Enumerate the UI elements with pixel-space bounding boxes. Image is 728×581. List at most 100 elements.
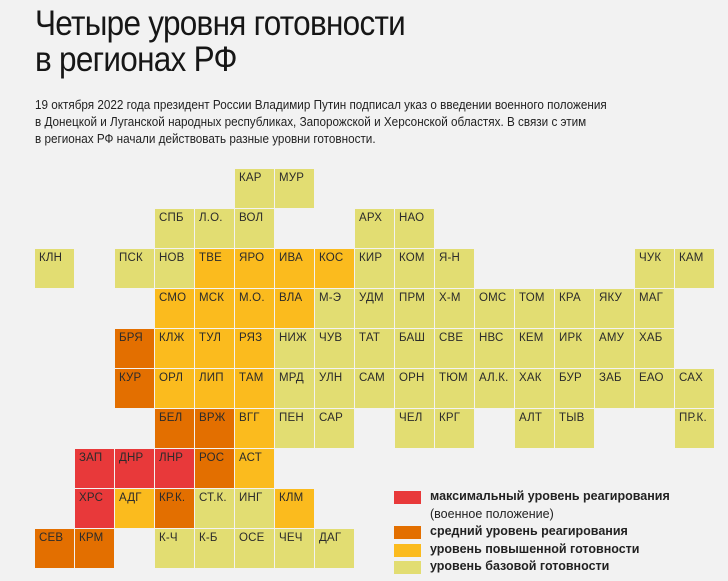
region-tile: КЛЖ [155,329,194,368]
legend-swatch [394,561,421,574]
title-line-2: в регионах РФ [35,40,238,79]
lead-paragraph: 19 октября 2022 года президент России Вл… [35,96,669,147]
legend-sublabel: (военное положение) [430,506,554,521]
region-tile: КР.К. [155,489,194,528]
legend-label: уровень базовой готовности [430,559,610,573]
region-tile: АРХ [355,209,394,248]
region-tile: К-Ч [155,529,194,568]
region-tile: ОРЛ [155,369,194,408]
region-tile: ИНГ [235,489,274,528]
region-tile: БРЯ [115,329,154,368]
legend-label: уровень повышенной готовности [430,541,640,556]
region-tile: ВГГ [235,409,274,448]
region-tile: ИВА [275,249,314,288]
region-tile: НВС [475,329,514,368]
region-tile: ЧЕЛ [395,409,434,448]
region-tile: ЧУК [635,249,674,288]
region-tile: ЕАО [635,369,674,408]
region-tile: АМУ [595,329,634,368]
region-tile: ОСЕ [235,529,274,568]
region-tile: МУР [275,169,314,208]
region-tile: ИРК [555,329,594,368]
region-tile: РОС [195,449,234,488]
region-tile: КУР [115,369,154,408]
region-tile: ТВЕ [195,249,234,288]
region-tile: АЛТ [515,409,554,448]
region-tile: ТЮМ [435,369,474,408]
region-tile: КОС [315,249,354,288]
region-tile: ПРМ [395,289,434,328]
region-tile: СМО [155,289,194,328]
region-tile: ОРН [395,369,434,408]
region-tile: МАГ [635,289,674,328]
region-tile: КРГ [435,409,474,448]
lead-line: в Донецкой и Луганской народных республи… [35,114,587,129]
region-tile: ЗАП [75,449,114,488]
region-tile: АДГ [115,489,154,528]
region-tile: ЗАБ [595,369,634,408]
region-tile: ПЕН [275,409,314,448]
region-tile: ДАГ [315,529,354,568]
region-tile: КИР [355,249,394,288]
region-tile: ХАБ [635,329,674,368]
legend-label: средний уровень реагирования [430,524,628,538]
region-tile: САХ [675,369,714,408]
region-tile: НИЖ [275,329,314,368]
region-tile: СТ.К. [195,489,234,528]
region-tile: ДНР [115,449,154,488]
page-title: Четыре уровня готовности в регионах РФ [35,4,406,79]
region-tile: ВОЛ [235,209,274,248]
legend-swatch [394,526,421,539]
lead-line: в регионах РФ начали действовать разные … [35,131,376,146]
region-tile: М.О. [235,289,274,328]
region-tile: БУР [555,369,594,408]
region-tile: АЛ.К. [475,369,514,408]
region-tile: КАМ [675,249,714,288]
region-tile: СВЕ [435,329,474,368]
region-tile: САМ [355,369,394,408]
legend-swatch [394,491,421,504]
region-tile: ВЛА [275,289,314,328]
region-tile: УЛН [315,369,354,408]
region-tile: РЯЗ [235,329,274,368]
region-tile: БЕЛ [155,409,194,448]
region-tile: НОВ [155,249,194,288]
region-tile: БАШ [395,329,434,368]
region-tile: ЧУВ [315,329,354,368]
region-tile: КРМ [75,529,114,568]
region-tile: АСТ [235,449,274,488]
region-tile: ПР.К. [675,409,714,448]
region-tile: ТАМ [235,369,274,408]
region-tile: М-Э [315,289,354,328]
region-tile: ЛНР [155,449,194,488]
region-tile: КЛМ [275,489,314,528]
region-tile: Я-Н [435,249,474,288]
region-tile: ЛИП [195,369,234,408]
region-tile: ОМС [475,289,514,328]
region-tile: КОМ [395,249,434,288]
region-tile: МРД [275,369,314,408]
region-tile: КРА [555,289,594,328]
region-tile: СЕВ [35,529,74,568]
region-tile: ЧЕЧ [275,529,314,568]
region-tile: ТЫВ [555,409,594,448]
region-tile: ТОМ [515,289,554,328]
region-tile: СПБ [155,209,194,248]
region-tile: УДМ [355,289,394,328]
region-tile: Л.О. [195,209,234,248]
lead-line: 19 октября 2022 года президент России Вл… [35,97,607,112]
region-tile: МСК [195,289,234,328]
region-tile: ЯКУ [595,289,634,328]
region-tile: ТУЛ [195,329,234,368]
legend-label: максимальный уровень реагирования [430,489,670,503]
region-tile: ХРС [75,489,114,528]
region-tile: НАО [395,209,434,248]
region-tile: КАР [235,169,274,208]
region-tile: К-Б [195,529,234,568]
title-line-1: Четыре уровня готовности [35,4,406,43]
region-tile: КЛН [35,249,74,288]
region-tile: ЯРО [235,249,274,288]
region-tile: САР [315,409,354,448]
region-tile: ТАТ [355,329,394,368]
region-tile: ХАК [515,369,554,408]
